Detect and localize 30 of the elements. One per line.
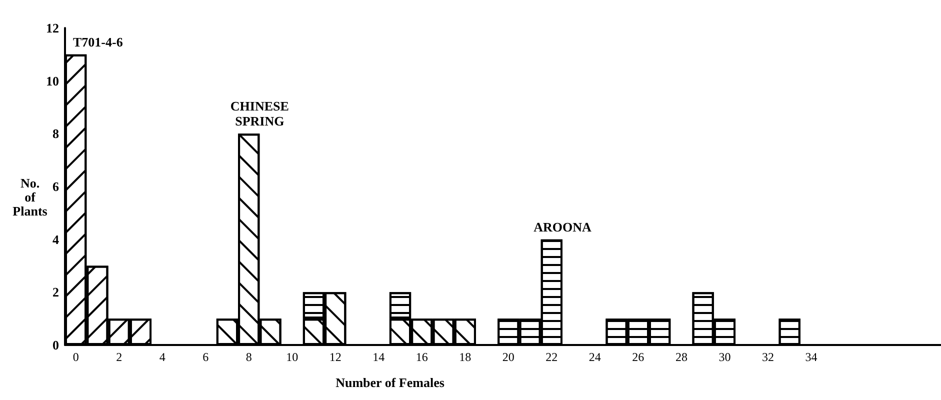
x-tick-label: 26 bbox=[632, 350, 644, 364]
x-tick-label: 4 bbox=[159, 350, 166, 364]
x-axis-title: Number of Females bbox=[336, 375, 444, 390]
x-tick-label: 20 bbox=[502, 350, 514, 364]
x-tick-label: 28 bbox=[675, 350, 688, 364]
x-tick-label: 2 bbox=[116, 350, 122, 364]
x-tick-label: 12 bbox=[329, 350, 342, 364]
series-label: CHINESE SPRING bbox=[230, 98, 289, 129]
x-tick-label: 18 bbox=[459, 350, 472, 364]
series-label: AROONA bbox=[534, 219, 592, 234]
x-tick-label: 10 bbox=[286, 350, 298, 364]
x-tick-label: 14 bbox=[372, 350, 385, 364]
x-tick-label: 6 bbox=[202, 350, 209, 364]
x-tick-label: 22 bbox=[546, 350, 558, 364]
x-tick-label: 16 bbox=[416, 350, 428, 364]
x-tick-label: 24 bbox=[588, 350, 601, 364]
y-tick-label: 8 bbox=[52, 126, 60, 142]
x-tick-label: 8 bbox=[246, 350, 252, 364]
x-tick-label: 32 bbox=[762, 350, 774, 364]
y-tick-label: 4 bbox=[52, 232, 60, 247]
x-tick-label: 34 bbox=[805, 350, 818, 364]
series-label: T701-4-6 bbox=[72, 34, 124, 50]
y-tick-label: 6 bbox=[52, 179, 60, 194]
y-tick-label: 2 bbox=[52, 284, 59, 300]
x-tick-label: 0 bbox=[72, 350, 79, 364]
x-tick-label: 30 bbox=[718, 350, 731, 364]
y-tick-label: 12 bbox=[46, 20, 59, 36]
y-tick-label: 0 bbox=[52, 338, 59, 352]
y-tick-label: 10 bbox=[46, 73, 59, 88]
y-axis-title: No. of Plants bbox=[12, 176, 48, 218]
